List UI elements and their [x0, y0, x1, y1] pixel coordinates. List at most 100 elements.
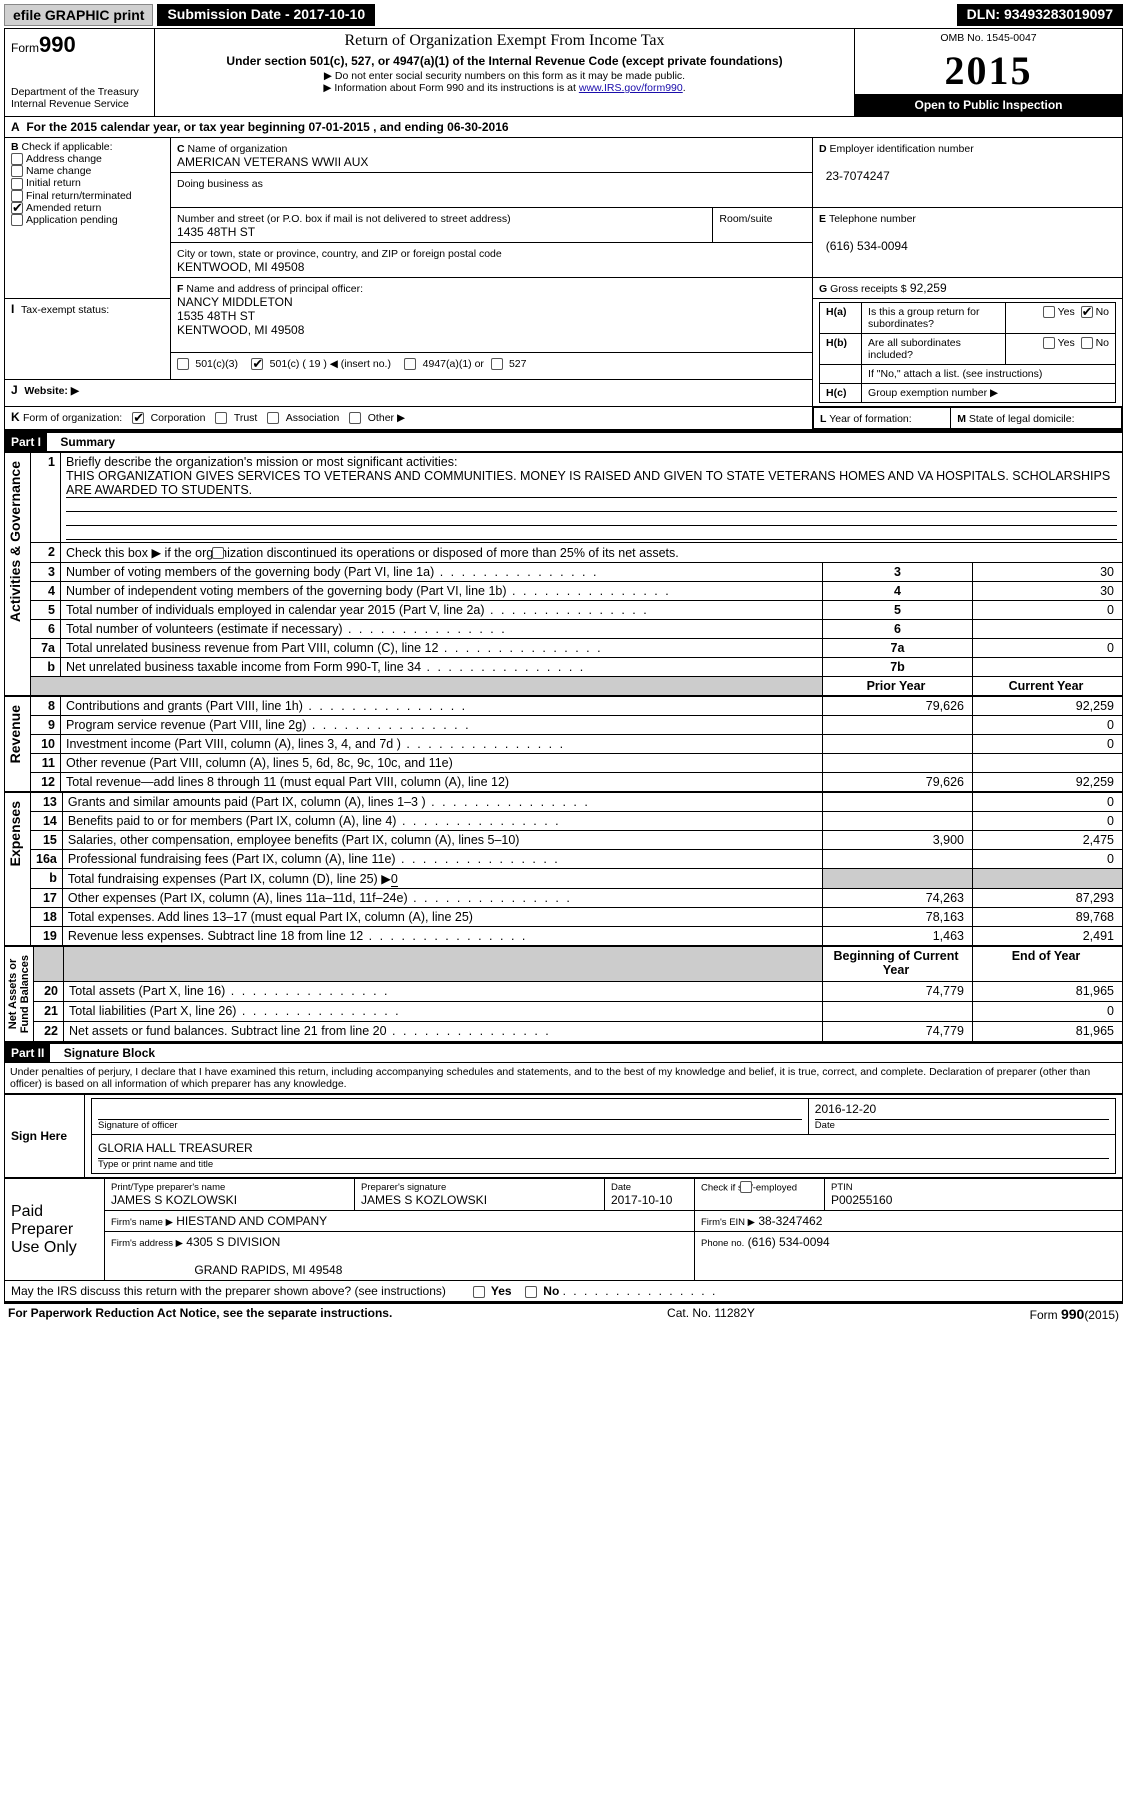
hb: Are all subordinates included?: [862, 334, 1006, 365]
py10: [823, 735, 973, 754]
telephone: (616) 534-0094: [826, 239, 908, 253]
py11: [823, 754, 973, 773]
e20: 81,965: [973, 981, 1123, 1001]
city-label: City or town, state or province, country…: [177, 248, 502, 260]
cb-discuss-no[interactable]: [525, 1286, 537, 1298]
ha: Is this a group return for subordinates?: [862, 303, 1006, 334]
cy9: 0: [973, 716, 1123, 735]
cy18: 89,768: [973, 908, 1123, 927]
cb-amended-return[interactable]: [11, 202, 23, 214]
top-bar: efile GRAPHIC print Submission Date - 20…: [4, 4, 1123, 26]
l1: Briefly describe the organization's miss…: [66, 455, 457, 469]
ein: 23-7074247: [826, 169, 890, 183]
cb-address-change[interactable]: [11, 153, 23, 165]
py13: [823, 793, 973, 812]
j-label: Website: ▶: [24, 385, 79, 397]
e21: 0: [973, 1002, 1123, 1022]
l13: Grants and similar amounts paid (Part IX…: [68, 795, 426, 809]
pname-label: Print/Type preparer's name: [111, 1182, 348, 1193]
officer-city: KENTWOOD, MI 49508: [177, 323, 304, 337]
cb-hb-no[interactable]: [1081, 337, 1093, 349]
sign-here: Sign Here: [11, 1129, 67, 1143]
dept-treasury: Department of the Treasury: [11, 86, 148, 98]
efile-print-button[interactable]: efile GRAPHIC print: [4, 4, 153, 26]
cb-assoc[interactable]: [267, 412, 279, 424]
fphone: (616) 534-0094: [748, 1235, 830, 1249]
cat-no: Cat. No. 11282Y: [667, 1306, 755, 1322]
l12: Total revenue—add lines 8 through 11 (mu…: [66, 775, 509, 789]
footer-form-no: 990: [1061, 1306, 1084, 1322]
py19: 1,463: [823, 927, 973, 946]
part2-strip: Part II Signature Block: [4, 1042, 1123, 1063]
l9: Program service revenue (Part VIII, line…: [66, 718, 306, 732]
b21: [823, 1002, 973, 1022]
irs-link[interactable]: www.IRS.gov/form990: [579, 82, 683, 94]
cb-ha-yes[interactable]: [1043, 306, 1055, 318]
discuss: May the IRS discuss this return with the…: [11, 1284, 446, 1298]
cb-application-pending[interactable]: [11, 214, 23, 226]
l3: Number of voting members of the governin…: [66, 565, 434, 579]
officer-typed-label: Type or print name and title: [98, 1159, 1109, 1170]
form-title: Return of Organization Exempt From Incom…: [161, 32, 848, 50]
k-label: Form of organization:: [23, 412, 122, 424]
street: 1435 48TH ST: [177, 225, 255, 239]
revenue-table: Revenue 8Contributions and grants (Part …: [4, 696, 1123, 792]
py8: 79,626: [823, 697, 973, 716]
street-label: Number and street (or P.O. box if mail i…: [177, 213, 511, 225]
city-state-zip: KENTWOOD, MI 49508: [177, 260, 304, 274]
cb-discontinued[interactable]: [212, 547, 224, 559]
l7b: Net unrelated business taxable income fr…: [66, 660, 421, 674]
cb-trust[interactable]: [215, 412, 227, 424]
d-label: Employer identification number: [830, 143, 974, 155]
py16a: [823, 850, 973, 869]
officer-street: 1535 48TH ST: [177, 309, 255, 323]
cy11: [973, 754, 1123, 773]
l16b: Total fundraising expenses (Part IX, col…: [68, 872, 391, 886]
cb-name-change[interactable]: [11, 165, 23, 177]
cb-527[interactable]: [491, 358, 503, 370]
line-a: For the 2015 calendar year, or tax year …: [26, 120, 508, 134]
cb-other[interactable]: [349, 412, 361, 424]
cb-discuss-yes[interactable]: [473, 1286, 485, 1298]
cy12: 92,259: [973, 773, 1123, 792]
m-label: State of legal domicile:: [969, 413, 1075, 425]
sig-officer-label: Signature of officer: [98, 1120, 802, 1131]
cb-501c[interactable]: [251, 358, 263, 370]
l22: Net assets or fund balances. Subtract li…: [69, 1024, 387, 1038]
cb-self-employed[interactable]: [740, 1181, 752, 1193]
l-label: Year of formation:: [829, 413, 912, 425]
l21: Total liabilities (Part X, line 26): [69, 1004, 236, 1018]
hdr-begin: Beginning of Current Year: [823, 947, 973, 982]
tax-year: 2015: [855, 47, 1122, 94]
l14: Benefits paid to or for members (Part IX…: [68, 814, 397, 828]
cb-4947a1[interactable]: [404, 358, 416, 370]
dba-label: Doing business as: [177, 178, 263, 190]
psig-label: Preparer's signature: [361, 1182, 598, 1193]
expenses-table: Expenses 13Grants and similar amounts pa…: [4, 792, 1123, 946]
info-note: ▶ Information about Form 990 and its ins…: [161, 82, 848, 94]
cb-ha-no[interactable]: [1081, 306, 1093, 318]
py18: 78,163: [823, 908, 973, 927]
cy13: 0: [973, 793, 1123, 812]
cb-initial-return[interactable]: [11, 178, 23, 190]
hc: Group exemption number ▶: [862, 384, 1116, 403]
l20: Total assets (Part X, line 16): [69, 984, 225, 998]
cb-hb-yes[interactable]: [1043, 337, 1055, 349]
v7b: [973, 658, 1123, 677]
jurat: Under penalties of perjury, I declare th…: [4, 1063, 1123, 1094]
pdate-label: Date: [611, 1182, 688, 1193]
cb-corp[interactable]: [132, 412, 144, 424]
fphone-label: Phone no.: [701, 1238, 744, 1249]
py17: 74,263: [823, 889, 973, 908]
faddr2: GRAND RAPIDS, MI 49548: [194, 1263, 342, 1277]
faddr-label: Firm's address ▶: [111, 1238, 183, 1249]
room-label: Room/suite: [719, 213, 772, 225]
cb-501c3[interactable]: [177, 358, 189, 370]
identity-block: A For the 2015 calendar year, or tax yea…: [4, 117, 1123, 431]
pdate: 2017-10-10: [611, 1193, 688, 1207]
e-label: Telephone number: [829, 213, 916, 225]
hdr-curr: Current Year: [973, 677, 1123, 696]
cy17: 87,293: [973, 889, 1123, 908]
l16a: Professional fundraising fees (Part IX, …: [68, 852, 396, 866]
l8: Contributions and grants (Part VIII, lin…: [66, 699, 303, 713]
